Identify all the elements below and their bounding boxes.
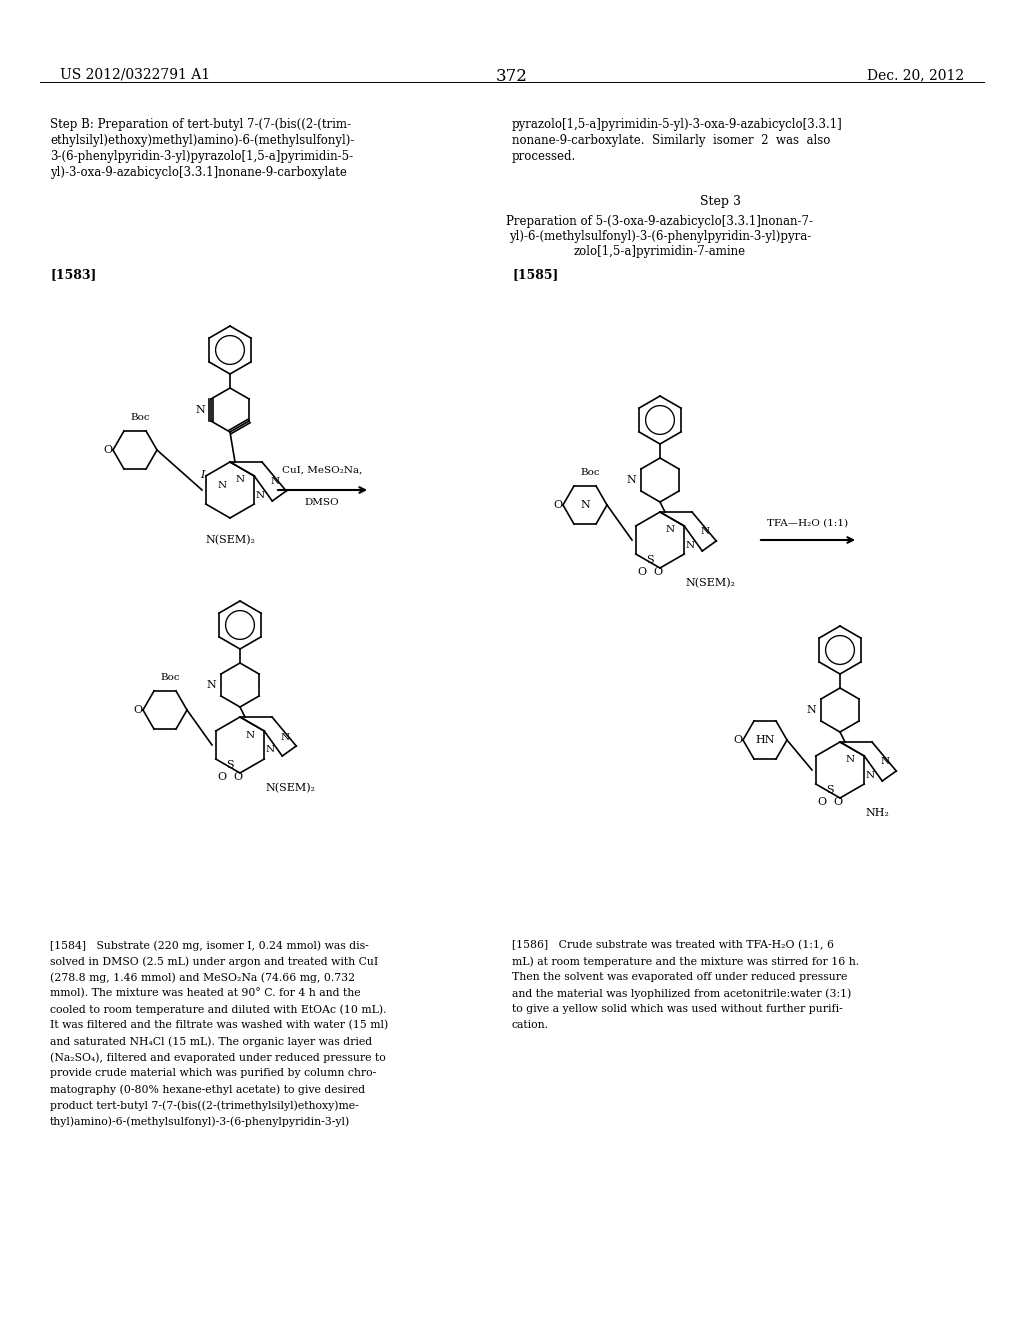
Text: N: N xyxy=(206,680,216,690)
Text: 372: 372 xyxy=(496,69,528,84)
Text: provide crude material which was purified by column chro-: provide crude material which was purifie… xyxy=(50,1068,376,1078)
Text: N: N xyxy=(217,480,226,490)
Text: Step B: Preparation of tert-butyl 7-(7-(bis((2-(trim-: Step B: Preparation of tert-butyl 7-(7-(… xyxy=(50,117,351,131)
Text: to give a yellow solid which was used without further purifi-: to give a yellow solid which was used wi… xyxy=(512,1005,843,1014)
Text: N: N xyxy=(265,746,274,755)
Text: N: N xyxy=(865,771,874,780)
Text: Then the solvent was evaporated off under reduced pressure: Then the solvent was evaporated off unde… xyxy=(512,972,848,982)
Text: O: O xyxy=(554,500,563,510)
Text: cooled to room temperature and diluted with EtOAc (10 mL).: cooled to room temperature and diluted w… xyxy=(50,1005,386,1015)
Text: and the material was lyophilized from acetonitrile:water (3:1): and the material was lyophilized from ac… xyxy=(512,987,851,998)
Text: N(SEM)₂: N(SEM)₂ xyxy=(205,535,255,545)
Text: N: N xyxy=(270,478,280,487)
Text: Step 3: Step 3 xyxy=(699,195,740,209)
Text: N: N xyxy=(846,755,855,764)
Text: [1584]   Substrate (220 mg, isomer I, 0.24 mmol) was dis-: [1584] Substrate (220 mg, isomer I, 0.24… xyxy=(50,940,369,950)
Text: S: S xyxy=(226,760,233,770)
Text: O: O xyxy=(134,705,143,715)
Text: O: O xyxy=(653,568,663,577)
Text: Boc: Boc xyxy=(581,469,600,477)
Text: ethylsilyl)ethoxy)methyl)amino)-6-(methylsulfonyl)-: ethylsilyl)ethoxy)methyl)amino)-6-(methy… xyxy=(50,135,354,147)
Text: Boc: Boc xyxy=(130,413,150,422)
Text: O: O xyxy=(217,772,226,781)
Text: O: O xyxy=(233,772,243,781)
Text: I: I xyxy=(200,470,204,480)
Text: N: N xyxy=(246,730,255,739)
Text: O: O xyxy=(817,797,826,807)
Text: N: N xyxy=(806,705,816,715)
Text: O: O xyxy=(103,445,113,455)
Text: processed.: processed. xyxy=(512,150,577,162)
Text: TFA—H₂O (1:1): TFA—H₂O (1:1) xyxy=(767,519,849,528)
Text: [1586]   Crude substrate was treated with TFA-H₂O (1:1, 6: [1586] Crude substrate was treated with … xyxy=(512,940,834,950)
Text: O: O xyxy=(834,797,843,807)
Text: (Na₂SO₄), filtered and evaporated under reduced pressure to: (Na₂SO₄), filtered and evaporated under … xyxy=(50,1052,386,1063)
Text: nonane-9-carboxylate.  Similarly  isomer  2  was  also: nonane-9-carboxylate. Similarly isomer 2… xyxy=(512,135,830,147)
Text: [1583]: [1583] xyxy=(50,268,96,281)
Text: O: O xyxy=(637,568,646,577)
Text: solved in DMSO (2.5 mL) under argon and treated with CuI: solved in DMSO (2.5 mL) under argon and … xyxy=(50,956,378,966)
Text: N: N xyxy=(581,500,590,510)
Text: Dec. 20, 2012: Dec. 20, 2012 xyxy=(867,69,964,82)
Text: mmol). The mixture was heated at 90° C. for 4 h and the: mmol). The mixture was heated at 90° C. … xyxy=(50,987,360,999)
Text: [1585]: [1585] xyxy=(512,268,558,281)
Text: NH₂: NH₂ xyxy=(865,808,889,818)
Text: cation.: cation. xyxy=(512,1020,549,1030)
Text: matography (0-80% hexane-ethyl acetate) to give desired: matography (0-80% hexane-ethyl acetate) … xyxy=(50,1084,366,1094)
Text: Preparation of 5-(3-oxa-9-azabicyclo[3.3.1]nonan-7-: Preparation of 5-(3-oxa-9-azabicyclo[3.3… xyxy=(507,215,813,228)
Text: mL) at room temperature and the mixture was stirred for 16 h.: mL) at room temperature and the mixture … xyxy=(512,956,859,966)
Text: N: N xyxy=(281,733,290,742)
Text: N: N xyxy=(236,475,245,484)
Text: and saturated NH₄Cl (15 mL). The organic layer was dried: and saturated NH₄Cl (15 mL). The organic… xyxy=(50,1036,372,1047)
Text: DMSO: DMSO xyxy=(305,498,339,507)
Text: S: S xyxy=(826,785,834,795)
Text: N: N xyxy=(666,525,675,535)
Text: S: S xyxy=(646,554,653,565)
Text: (278.8 mg, 1.46 mmol) and MeSO₂Na (74.66 mg, 0.732: (278.8 mg, 1.46 mmol) and MeSO₂Na (74.66… xyxy=(50,972,355,982)
Text: yl)-3-oxa-9-azabicyclo[3.3.1]nonane-9-carboxylate: yl)-3-oxa-9-azabicyclo[3.3.1]nonane-9-ca… xyxy=(50,166,347,180)
Text: yl)-6-(methylsulfonyl)-3-(6-phenylpyridin-3-yl)pyra-: yl)-6-(methylsulfonyl)-3-(6-phenylpyridi… xyxy=(509,230,811,243)
Text: N: N xyxy=(700,528,710,536)
Text: N: N xyxy=(196,405,205,414)
Text: N: N xyxy=(255,491,264,499)
Text: HN: HN xyxy=(756,735,775,744)
Text: N(SEM)₂: N(SEM)₂ xyxy=(265,783,315,793)
Text: pyrazolo[1,5-a]pyrimidin-5-yl)-3-oxa-9-azabicyclo[3.3.1]: pyrazolo[1,5-a]pyrimidin-5-yl)-3-oxa-9-a… xyxy=(512,117,843,131)
Text: thyl)amino)-6-(methylsulfonyl)-3-(6-phenylpyridin-3-yl): thyl)amino)-6-(methylsulfonyl)-3-(6-phen… xyxy=(50,1115,350,1126)
Text: N(SEM)₂: N(SEM)₂ xyxy=(685,578,735,589)
Text: Boc: Boc xyxy=(160,673,180,682)
Text: CuI, MeSO₂Na,: CuI, MeSO₂Na, xyxy=(282,466,362,475)
Text: zolo[1,5-a]pyrimidin-7-amine: zolo[1,5-a]pyrimidin-7-amine xyxy=(573,246,746,257)
Text: It was filtered and the filtrate was washed with water (15 ml): It was filtered and the filtrate was was… xyxy=(50,1020,388,1031)
Text: US 2012/0322791 A1: US 2012/0322791 A1 xyxy=(60,69,210,82)
Text: N: N xyxy=(881,758,890,767)
Text: 3-(6-phenylpyridin-3-yl)pyrazolo[1,5-a]pyrimidin-5-: 3-(6-phenylpyridin-3-yl)pyrazolo[1,5-a]p… xyxy=(50,150,353,162)
Text: N: N xyxy=(685,540,694,549)
Text: N: N xyxy=(627,475,636,484)
Text: O: O xyxy=(734,735,743,744)
Text: product tert-butyl 7-(7-(bis((2-(trimethylsilyl)ethoxy)me-: product tert-butyl 7-(7-(bis((2-(trimeth… xyxy=(50,1100,358,1110)
